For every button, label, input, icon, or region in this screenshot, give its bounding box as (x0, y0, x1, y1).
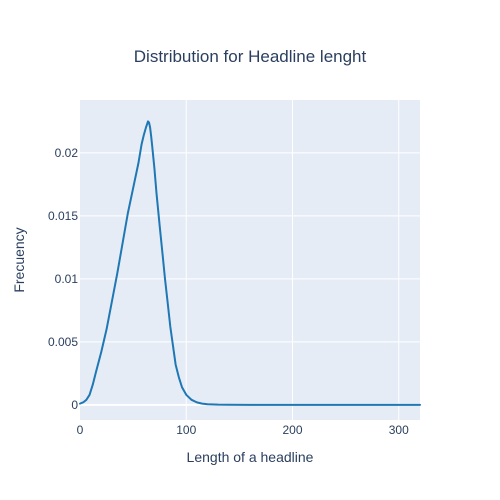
density-line (79, 120, 421, 406)
series-layer (79, 120, 421, 406)
chart-title: Distribution for Headline lenght (134, 47, 367, 66)
x-tick-label: 0 (77, 423, 84, 437)
y-tick-label: 0.01 (55, 272, 79, 286)
y-tick-label: 0 (71, 398, 78, 412)
y-axis-ticks: 0 0.005 0.01 0.015 0.02 (48, 146, 78, 412)
x-tick-label: 100 (176, 423, 196, 437)
x-axis-ticks: 0 100 200 300 (77, 423, 409, 437)
y-tick-label: 0.02 (55, 146, 79, 160)
y-tick-label: 0.015 (48, 209, 78, 223)
plot-area (80, 100, 420, 420)
x-tick-label: 200 (282, 423, 302, 437)
x-axis-title: Length of a headline (187, 449, 314, 465)
y-axis-title: Frecuency (11, 227, 27, 292)
x-tick-label: 300 (389, 423, 409, 437)
y-tick-label: 0.005 (48, 335, 78, 349)
